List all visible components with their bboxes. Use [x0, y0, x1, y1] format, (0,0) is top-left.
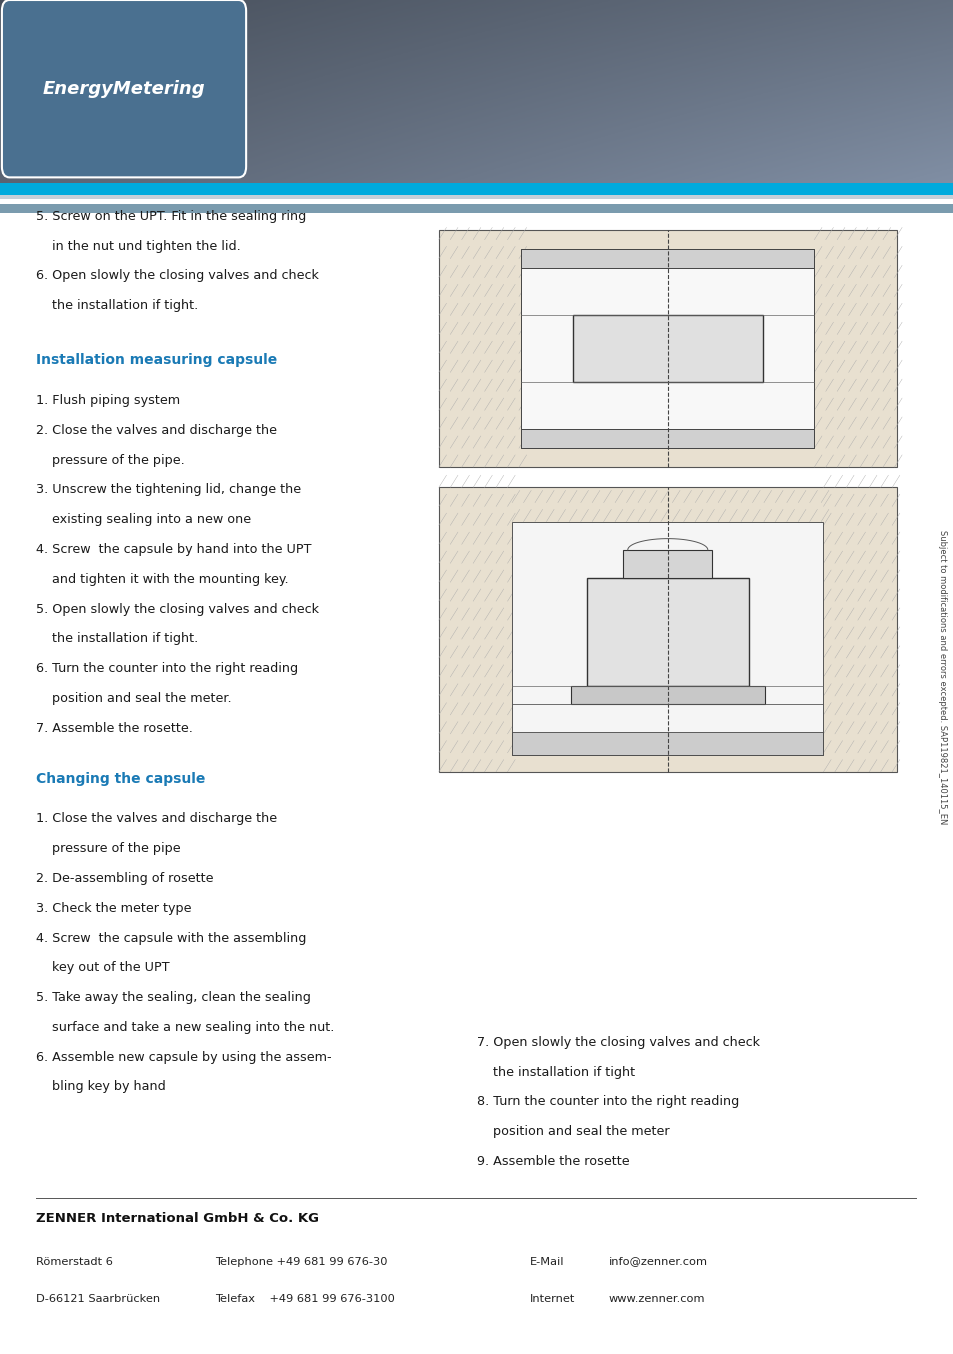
Bar: [622, 550, 712, 578]
Text: Telefax    +49 681 99 676-3100: Telefax +49 681 99 676-3100: [214, 1294, 395, 1304]
Text: Internet: Internet: [529, 1294, 575, 1304]
Text: E-Mail: E-Mail: [529, 1257, 563, 1266]
Text: 3. Check the meter type: 3. Check the meter type: [36, 902, 192, 915]
Text: the installation if tight.: the installation if tight.: [36, 632, 198, 646]
Text: Installation measuring capsule: Installation measuring capsule: [36, 353, 277, 367]
Text: pressure of the pipe: pressure of the pipe: [36, 842, 181, 856]
Text: in the nut und tighten the lid.: in the nut und tighten the lid.: [36, 240, 241, 253]
Text: and tighten it with the mounting key.: and tighten it with the mounting key.: [36, 573, 289, 586]
Bar: [512, 733, 822, 754]
Text: ZENNER International GmbH & Co. KG: ZENNER International GmbH & Co. KG: [36, 1212, 319, 1225]
Text: 4. Screw  the capsule with the assembling: 4. Screw the capsule with the assembling: [36, 932, 306, 945]
Bar: [0, 199, 953, 204]
Text: the installation if tight.: the installation if tight.: [36, 299, 198, 313]
Text: 5. Take away the sealing, clean the sealing: 5. Take away the sealing, clean the seal…: [36, 991, 311, 1005]
Text: 6. Open slowly the closing valves and check: 6. Open slowly the closing valves and ch…: [36, 269, 319, 283]
Bar: [0, 183, 953, 195]
Bar: [520, 249, 814, 448]
Text: Changing the capsule: Changing the capsule: [36, 772, 206, 785]
Text: existing sealing into a new one: existing sealing into a new one: [36, 513, 251, 527]
Text: 1. Close the valves and discharge the: 1. Close the valves and discharge the: [36, 812, 277, 826]
Bar: [438, 230, 896, 467]
Bar: [0, 195, 953, 199]
Text: Telephone +49 681 99 676-30: Telephone +49 681 99 676-30: [214, 1257, 387, 1266]
Text: 2. Close the valves and discharge the: 2. Close the valves and discharge the: [36, 424, 277, 437]
Text: 5. Open slowly the closing valves and check: 5. Open slowly the closing valves and ch…: [36, 603, 319, 616]
Text: position and seal the meter: position and seal the meter: [476, 1125, 669, 1139]
Bar: [438, 487, 896, 772]
Text: 7. Assemble the rosette.: 7. Assemble the rosette.: [36, 722, 193, 735]
FancyBboxPatch shape: [2, 0, 246, 177]
Bar: [520, 249, 814, 268]
Bar: [520, 429, 814, 448]
Text: 8. Turn the counter into the right reading: 8. Turn the counter into the right readi…: [476, 1095, 739, 1109]
Text: 3. Unscrew the tightening lid, change the: 3. Unscrew the tightening lid, change th…: [36, 483, 301, 497]
Text: EnergyMetering: EnergyMetering: [43, 80, 205, 97]
Text: 9. Assemble the rosette: 9. Assemble the rosette: [476, 1155, 629, 1169]
Text: 4. Screw  the capsule by hand into the UPT: 4. Screw the capsule by hand into the UP…: [36, 543, 312, 556]
Text: 5. Screw on the UPT. Fit in the sealing ring: 5. Screw on the UPT. Fit in the sealing …: [36, 210, 306, 223]
Bar: [512, 521, 822, 754]
Text: D-66121 Saarbrücken: D-66121 Saarbrücken: [36, 1294, 160, 1304]
Text: info@zenner.com: info@zenner.com: [608, 1257, 707, 1266]
Text: Römerstadt 6: Römerstadt 6: [36, 1257, 113, 1266]
Text: pressure of the pipe.: pressure of the pipe.: [36, 454, 185, 467]
Text: www.zenner.com: www.zenner.com: [608, 1294, 704, 1304]
Text: 6. Assemble new capsule by using the assem-: 6. Assemble new capsule by using the ass…: [36, 1051, 332, 1064]
Text: position and seal the meter.: position and seal the meter.: [36, 692, 232, 705]
Bar: [0, 213, 953, 1354]
Text: 6. Turn the counter into the right reading: 6. Turn the counter into the right readi…: [36, 662, 298, 676]
Bar: [572, 315, 762, 382]
Bar: [570, 686, 764, 704]
Text: 2. De-assembling of rosette: 2. De-assembling of rosette: [36, 872, 213, 886]
Text: Subject to modifications and errors excepted. SAP119821_140115_EN: Subject to modifications and errors exce…: [937, 529, 946, 825]
Bar: [0, 204, 953, 213]
Text: 1. Flush piping system: 1. Flush piping system: [36, 394, 180, 408]
Text: key out of the UPT: key out of the UPT: [36, 961, 170, 975]
Text: surface and take a new sealing into the nut.: surface and take a new sealing into the …: [36, 1021, 335, 1034]
Bar: [586, 578, 748, 686]
Text: 7. Open slowly the closing valves and check: 7. Open slowly the closing valves and ch…: [476, 1036, 760, 1049]
Text: bling key by hand: bling key by hand: [36, 1080, 166, 1094]
Text: the installation if tight: the installation if tight: [476, 1066, 635, 1079]
